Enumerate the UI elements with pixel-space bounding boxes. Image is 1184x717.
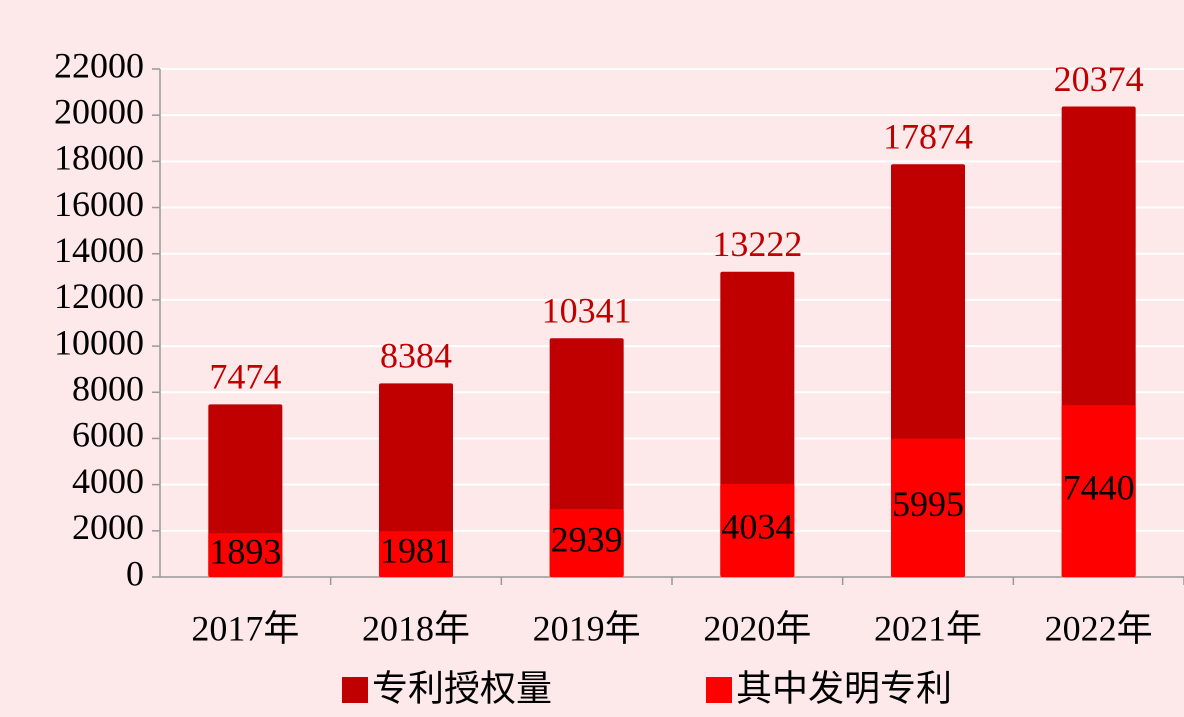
y-tick-label: 4000 (72, 461, 144, 501)
x-tick-label: 2018年 (362, 608, 470, 648)
x-tick-label: 2020年 (703, 608, 811, 648)
value-label: 8384 (380, 336, 452, 376)
y-tick-label: 0 (126, 553, 144, 593)
value-label: 4034 (721, 507, 793, 547)
value-label: 20374 (1054, 59, 1144, 99)
value-label: 13222 (712, 224, 802, 264)
x-tick-label: 2019年 (533, 608, 641, 648)
bar (208, 533, 283, 577)
legend-label: 专利授权量 (372, 668, 552, 708)
value-label: 5995 (892, 484, 964, 524)
y-tick-label: 14000 (54, 230, 144, 270)
value-label: 2939 (551, 519, 623, 559)
y-tick-label: 10000 (54, 322, 144, 362)
x-tick-label: 2021年 (874, 608, 982, 648)
y-tick-label: 22000 (54, 45, 144, 85)
y-tick-label: 6000 (72, 415, 144, 455)
value-label: 17874 (883, 117, 973, 157)
bar (720, 483, 795, 577)
y-tick-label: 16000 (54, 184, 144, 224)
x-tick-label: 2022年 (1045, 608, 1153, 648)
y-tick-label: 20000 (54, 91, 144, 131)
bar (891, 438, 965, 577)
y-tick-label: 18000 (54, 138, 144, 178)
bar (379, 383, 453, 577)
y-tick-label: 2000 (72, 507, 144, 547)
legend-swatch (342, 677, 368, 703)
value-label: 10341 (542, 290, 632, 330)
y-tick-label: 12000 (54, 276, 144, 316)
bar (549, 509, 624, 577)
value-label: 1893 (209, 531, 281, 571)
value-label: 7440 (1063, 467, 1135, 507)
value-label: 7474 (209, 357, 281, 397)
bar (1061, 405, 1136, 577)
legend-label: 其中发明专利 (736, 668, 952, 708)
y-tick-label: 8000 (72, 369, 144, 409)
bar (379, 531, 453, 577)
value-label: 1981 (380, 530, 452, 570)
legend-swatch (706, 677, 732, 703)
x-tick-label: 2017年 (191, 608, 299, 648)
